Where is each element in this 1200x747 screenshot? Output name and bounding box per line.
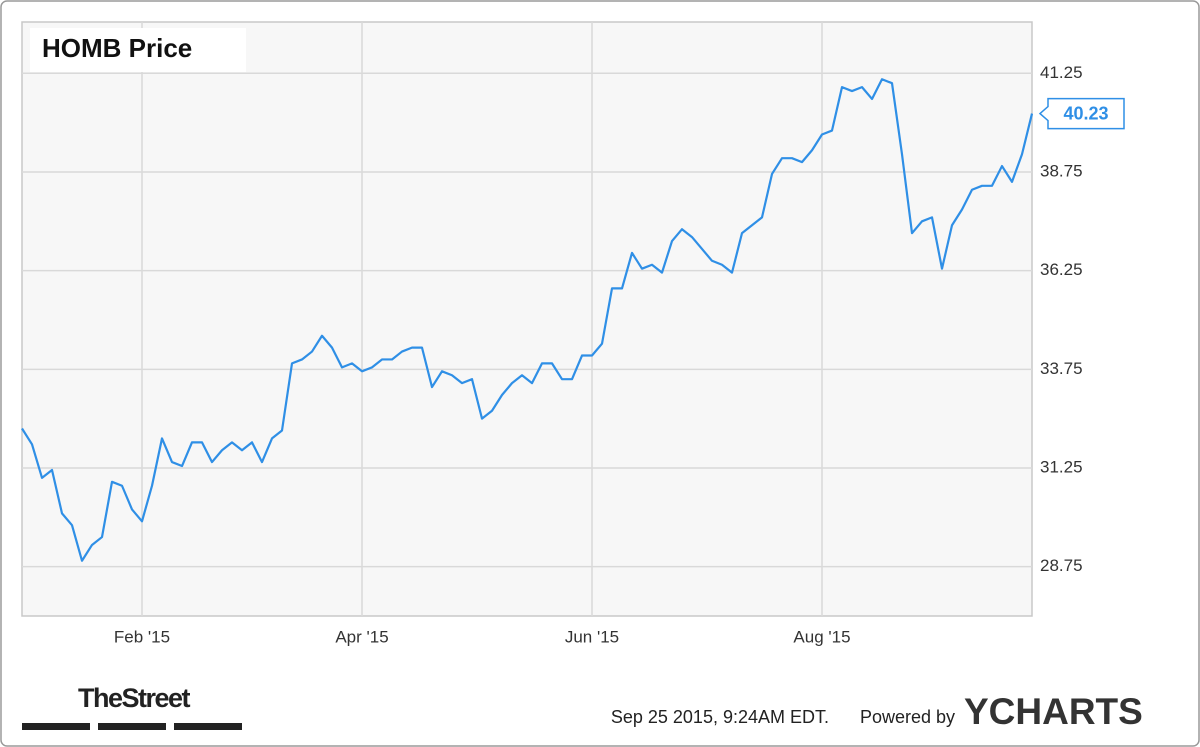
- plot-area: [21, 21, 1033, 617]
- timestamp: Sep 25 2015, 9:24AM EDT.: [611, 707, 829, 727]
- x-tick-label: Apr '15: [335, 627, 388, 646]
- y-tick-label: 33.75: [1040, 359, 1083, 378]
- title-box: [30, 28, 246, 72]
- x-tick-label: Feb '15: [114, 627, 170, 646]
- brand-logo: YCHARTS: [964, 691, 1143, 732]
- x-tick-label: Aug '15: [793, 627, 850, 646]
- x-tick-label: Jun '15: [565, 627, 619, 646]
- y-tick-label: 31.25: [1040, 457, 1083, 476]
- value-label-box: [1038, 97, 1125, 130]
- grid: [22, 22, 1032, 616]
- logo-bar: [22, 723, 90, 730]
- y-tick-label: 38.75: [1040, 161, 1083, 180]
- marks: [21, 78, 1034, 562]
- chart-title: HOMB Price: [42, 33, 192, 63]
- powered-by: Powered by: [860, 707, 955, 727]
- logo-bar: [98, 723, 166, 730]
- y-tick-label: 28.75: [1040, 556, 1083, 575]
- last-value-label: 40.23: [1063, 103, 1108, 123]
- source-logo: TheStreet: [78, 683, 191, 713]
- price-line: [21, 78, 1034, 562]
- logo-bar: [174, 723, 242, 730]
- y-tick-label: 36.25: [1040, 260, 1083, 279]
- y-tick-label: 41.25: [1040, 63, 1083, 82]
